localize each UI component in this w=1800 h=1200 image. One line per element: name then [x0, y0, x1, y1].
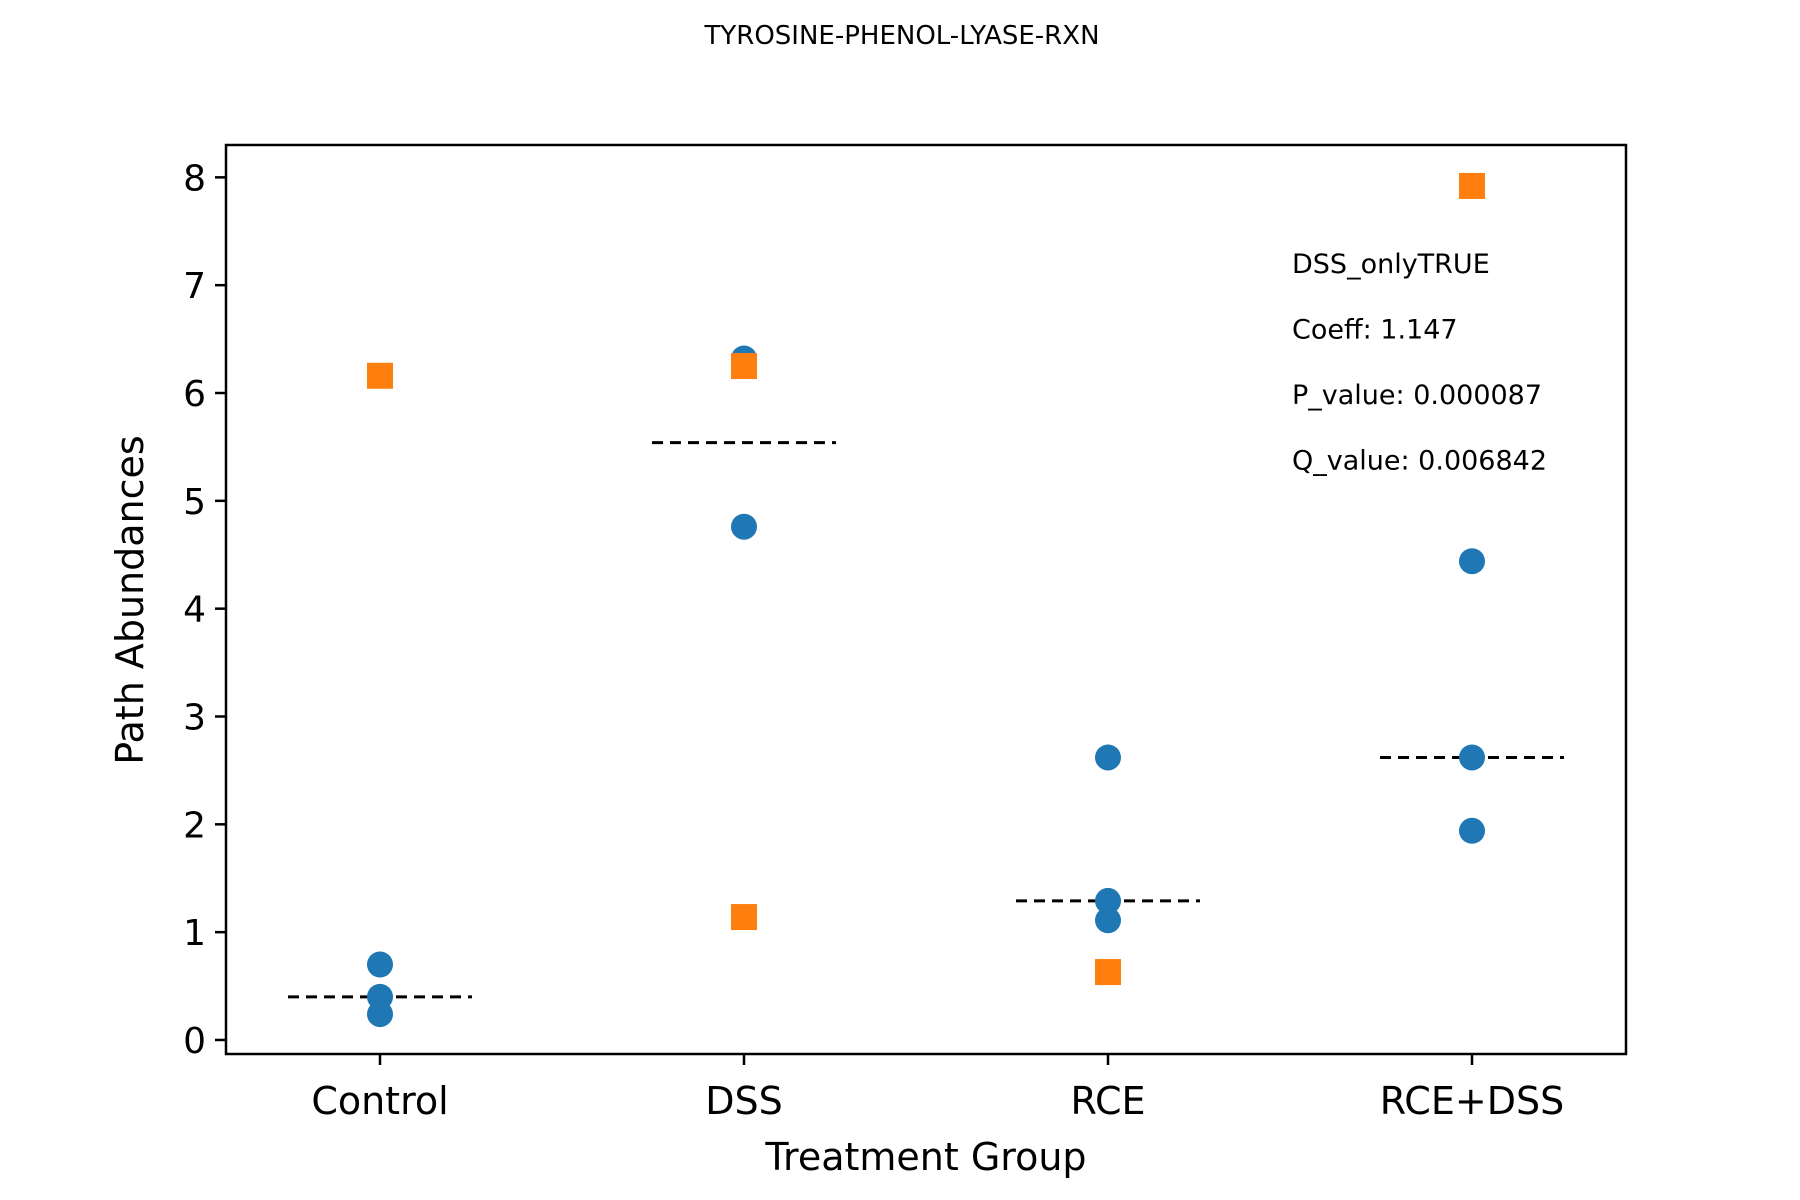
data-point-circle [367, 951, 393, 978]
data-point-square [731, 904, 757, 931]
x-axis-label: Treatment Group [764, 1135, 1086, 1179]
data-point-square [367, 362, 393, 389]
y-axis-label: Path Abundances [108, 435, 152, 764]
annotation-line: DSS_onlyTRUE [1292, 249, 1490, 280]
chart-title: TYROSINE-PHENOL-LYASE-RXN [703, 21, 1099, 51]
x-axis: Control DSS RCE RCE+DSS [311, 1054, 1564, 1123]
data-point-square [1095, 959, 1121, 986]
annotation-line: P_value: 0.000087 [1292, 380, 1542, 411]
y-tick-label: 8 [183, 158, 206, 199]
annotation-line: Coeff: 1.147 [1292, 315, 1458, 346]
y-tick-label: 1 [183, 913, 206, 954]
x-tick-label: RCE [1070, 1079, 1145, 1123]
y-tick-label: 7 [183, 266, 206, 307]
data-point-circle [731, 513, 757, 540]
data-point-square [731, 353, 757, 380]
stats-annotation: DSS_onlyTRUE Coeff: 1.147 P_value: 0.00008… [1292, 249, 1547, 477]
y-tick-label: 3 [183, 697, 206, 738]
data-points [367, 172, 1485, 1028]
data-point-circle [1459, 548, 1485, 575]
data-point-circle [1095, 907, 1121, 934]
data-point-circle [1095, 887, 1121, 914]
plot-frame [224, 143, 1628, 1056]
data-point-circle [1095, 744, 1121, 771]
y-tick-label: 4 [183, 590, 206, 631]
y-tick-label: 6 [183, 374, 206, 415]
y-axis: 0 1 2 3 4 5 6 7 8 [183, 158, 226, 1062]
data-point-circle [1459, 817, 1485, 844]
data-point-circle [1459, 744, 1485, 771]
data-point-square [1459, 172, 1485, 199]
y-tick-label: 0 [183, 1021, 206, 1062]
x-tick-label: Control [311, 1079, 448, 1123]
y-tick-label: 2 [183, 805, 206, 846]
x-tick-label: DSS [705, 1079, 783, 1123]
x-tick-label: RCE+DSS [1380, 1079, 1564, 1123]
y-tick-label: 5 [183, 482, 206, 523]
data-point-circle [367, 1001, 393, 1028]
annotation-line: Q_value: 0.006842 [1292, 446, 1547, 477]
